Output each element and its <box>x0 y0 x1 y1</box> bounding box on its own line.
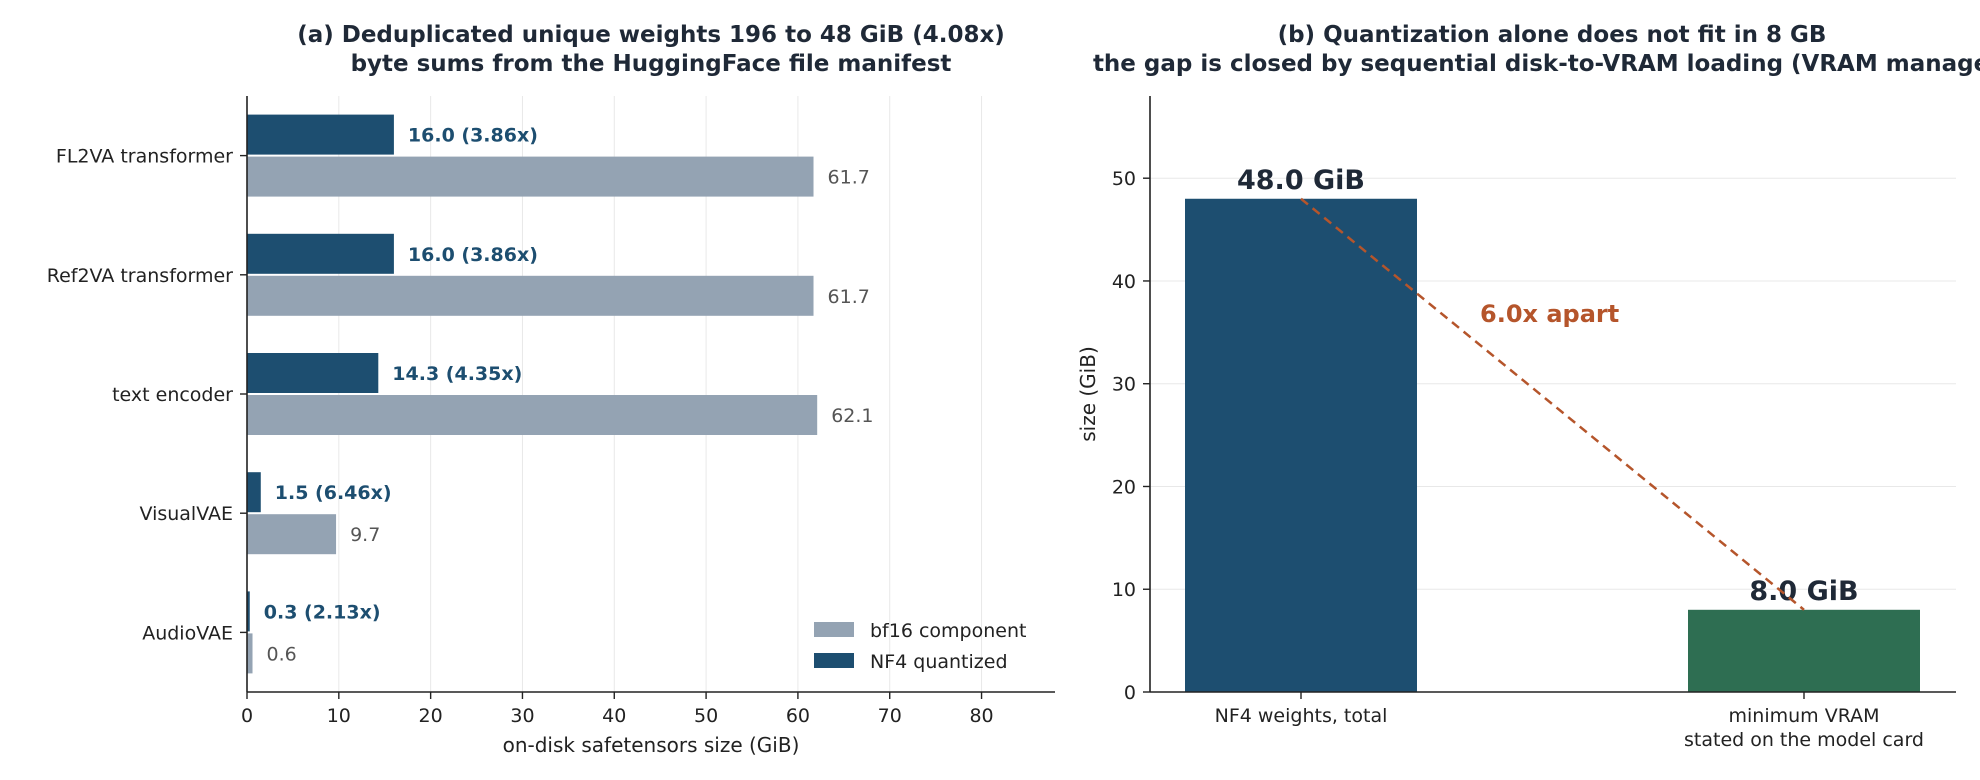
panel-a-x-ticks: 0 10 20 30 40 50 60 70 80 <box>241 692 994 727</box>
y-tick-label-30: 30 <box>1112 374 1136 396</box>
gap-dashed-line <box>1300 197 1805 611</box>
panel-a-title: (a) Deduplicated unique weights 196 to 4… <box>297 22 1005 48</box>
bar-bf16-audiovae <box>247 633 253 674</box>
panel-b-category-labels: NF4 weights, total minimum VRAM stated on … <box>1215 692 1924 751</box>
bar-nf4-weights-total <box>1185 198 1417 693</box>
panel-b-bar-chart: (b) Quantization alone does not fit in 8… <box>1076 22 1980 751</box>
legend-label-bf16: bf16 component <box>870 620 1026 642</box>
bar-bf16-fl2va-transformer <box>247 156 814 197</box>
value-label-minimum-vram: 8.0 GiB <box>1749 576 1858 607</box>
panel-a-subtitle: byte sums from the HuggingFace file mani… <box>351 51 952 77</box>
panel-a-bars: 16.0 (3.86x) 61.7 16.0 (3.86x) 61.7 14.3 (4.… <box>247 114 874 674</box>
label-nf4-text-encoder: 14.3 (4.35x) <box>392 363 522 385</box>
category-label-fl2va-transformer: FL2VA transformer <box>56 146 233 168</box>
panel-b-y-ticks: 0 10 20 30 40 50 <box>1112 168 1150 704</box>
panel-b-subtitle: the gap is closed by sequential disk-to-… <box>1093 51 1980 77</box>
bar-nf4-ref2va-transformer <box>247 233 394 274</box>
x-tick-label-40: 40 <box>602 705 626 727</box>
bar-nf4-text-encoder <box>247 353 379 393</box>
label-nf4-ref2va-transformer: 16.0 (3.86x) <box>408 244 538 266</box>
x-tick-label-80: 80 <box>969 705 993 727</box>
x-tick-label-30: 30 <box>510 705 534 727</box>
panel-a-x-axis-label: on-disk safetensors size (GiB) <box>503 733 800 757</box>
panel-b-title: (b) Quantization alone does not fit in 8… <box>1278 22 1827 48</box>
bar-nf4-visualvae <box>247 472 261 513</box>
value-label-nf4-weights-total: 48.0 GiB <box>1237 165 1365 196</box>
label-nf4-audiovae: 0.3 (2.13x) <box>264 601 381 623</box>
category-label-minimum-vram: minimum VRAM stated on the model card <box>1684 705 1924 751</box>
bar-minimum-vram <box>1688 609 1920 692</box>
bar-bf16-ref2va-transformer <box>247 275 814 316</box>
panel-b-y-axis-label: size (GiB) <box>1076 346 1100 442</box>
x-tick-label-70: 70 <box>878 705 902 727</box>
y-tick-label-50: 50 <box>1112 168 1136 190</box>
category-label-visualvae: VisualVAE <box>139 503 233 525</box>
category-label-ref2va-transformer: Ref2VA transformer <box>47 265 233 287</box>
y-tick-label-0: 0 <box>1124 682 1136 704</box>
x-tick-label-10: 10 <box>327 705 351 727</box>
y-tick-label-40: 40 <box>1112 271 1136 293</box>
category-label-text-encoder: text encoder <box>112 384 233 406</box>
bar-nf4-audiovae <box>247 591 250 632</box>
label-bf16-fl2va-transformer: 61.7 <box>828 167 870 189</box>
y-tick-label-10: 10 <box>1112 579 1136 601</box>
x-tick-label-60: 60 <box>786 705 810 727</box>
panel-a-category-labels: FL2VA transformer Ref2VA transformer text … <box>47 146 247 644</box>
legend-swatch-nf4 <box>814 653 854 668</box>
bar-bf16-visualvae <box>247 514 337 555</box>
legend-label-nf4: NF4 quantized <box>870 651 1008 673</box>
gap-annotation: 6.0x apart <box>1480 300 1619 328</box>
x-tick-label-20: 20 <box>419 705 443 727</box>
panel-a-legend: bf16 component NF4 quantized <box>814 620 1026 673</box>
label-nf4-fl2va-transformer: 16.0 (3.86x) <box>408 125 538 147</box>
label-nf4-visualvae: 1.5 (6.46x) <box>275 482 392 504</box>
category-label-nf4-weights-total: NF4 weights, total <box>1215 705 1388 727</box>
label-bf16-visualvae: 9.7 <box>350 524 380 546</box>
bar-bf16-text-encoder <box>247 395 818 435</box>
label-bf16-audiovae: 0.6 <box>267 643 297 665</box>
category-label-audiovae: AudioVAE <box>142 622 233 644</box>
bar-nf4-fl2va-transformer <box>247 114 394 155</box>
panel-a-bar-chart: (a) Deduplicated unique weights 196 to 4… <box>47 22 1055 757</box>
legend-swatch-bf16 <box>814 622 854 637</box>
x-tick-label-50: 50 <box>694 705 718 727</box>
y-tick-label-20: 20 <box>1112 476 1136 498</box>
label-bf16-ref2va-transformer: 61.7 <box>828 286 870 308</box>
panel-b-bars: 48.0 GiB 8.0 GiB <box>1185 165 1920 693</box>
label-bf16-text-encoder: 62.1 <box>831 405 873 427</box>
x-tick-label-0: 0 <box>241 705 253 727</box>
